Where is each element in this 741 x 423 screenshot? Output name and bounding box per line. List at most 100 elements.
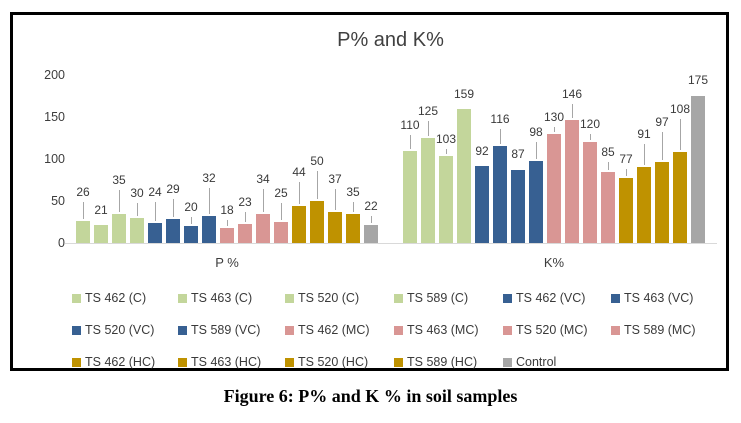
bar-value-label: 35 bbox=[346, 185, 360, 199]
bar-value-label: 116 bbox=[490, 112, 510, 126]
legend-label: TS 463 (MC) bbox=[407, 323, 479, 337]
bar-value-label: 91 bbox=[637, 127, 651, 141]
label-leader-line bbox=[410, 135, 411, 149]
legend-label: TS 462 (VC) bbox=[516, 291, 586, 305]
legend-swatch bbox=[503, 293, 512, 303]
bar: 23 bbox=[238, 196, 252, 243]
bar: 77 bbox=[619, 153, 633, 243]
legend-label: Control bbox=[516, 355, 557, 369]
label-leader-line bbox=[155, 202, 156, 221]
label-leader-line bbox=[536, 142, 537, 159]
legend-label: TS 463 (C) bbox=[191, 291, 253, 305]
legend-label: TS 520 (C) bbox=[298, 291, 360, 305]
label-leader-line bbox=[83, 202, 84, 219]
label-leader-line bbox=[263, 189, 264, 212]
bar: 34 bbox=[256, 173, 270, 243]
bar: 44 bbox=[292, 166, 306, 243]
label-leader-line bbox=[245, 212, 246, 222]
bar: 97 bbox=[655, 116, 669, 243]
label-leader-line bbox=[572, 104, 573, 118]
legend-item: TS 589 (VC) bbox=[178, 323, 260, 337]
bar-value-label: 35 bbox=[112, 173, 126, 187]
bar-value-label: 29 bbox=[166, 182, 180, 196]
bar: 24 bbox=[148, 186, 162, 243]
bar-group-p: 26 21 35 30 24 29 20 32 18 23 34 25 44 50 37 35 22 bbox=[76, 15, 378, 243]
legend-swatch bbox=[503, 357, 512, 367]
bar-value-label: 18 bbox=[220, 203, 234, 217]
label-leader-line bbox=[590, 134, 591, 140]
label-leader-line bbox=[191, 217, 192, 224]
y-tick-label: 100 bbox=[44, 152, 65, 166]
legend-item: TS 589 (C) bbox=[394, 291, 468, 305]
bar: 98 bbox=[529, 126, 543, 243]
legend-item: TS 462 (HC) bbox=[72, 355, 155, 369]
bar-value-label: 146 bbox=[561, 87, 583, 101]
legend-swatch bbox=[178, 293, 187, 303]
legend-label: TS 463 (HC) bbox=[191, 355, 262, 369]
legend-swatch bbox=[611, 325, 620, 335]
bar-value-label: 120 bbox=[579, 117, 601, 131]
label-leader-line bbox=[209, 188, 210, 214]
y-tick-label: 150 bbox=[44, 110, 65, 124]
bar: 108 bbox=[670, 103, 690, 243]
label-leader-line bbox=[353, 202, 354, 212]
bar: 103 bbox=[436, 133, 456, 243]
legend-swatch bbox=[503, 325, 512, 335]
bar-value-label: 77 bbox=[619, 152, 633, 166]
legend-label: TS 589 (VC) bbox=[191, 323, 261, 337]
legend-label: TS 589 (MC) bbox=[624, 323, 696, 337]
legend-item: TS 520 (C) bbox=[285, 291, 359, 305]
label-leader-line bbox=[137, 203, 138, 216]
bar: 125 bbox=[418, 105, 438, 243]
legend-swatch bbox=[72, 325, 81, 335]
bar-value-label: 125 bbox=[417, 104, 439, 118]
legend-label: TS 589 (C) bbox=[407, 291, 469, 305]
bar: 29 bbox=[166, 183, 180, 243]
legend-item: TS 462 (VC) bbox=[503, 291, 585, 305]
y-tick-label: 0 bbox=[58, 236, 65, 250]
legend-label: TS 462 (MC) bbox=[298, 323, 370, 337]
bar-value-label: 21 bbox=[94, 203, 108, 217]
label-leader-line bbox=[428, 121, 429, 136]
bar-value-label: 25 bbox=[274, 186, 288, 200]
legend-swatch bbox=[611, 293, 620, 303]
legend-item: Control bbox=[503, 355, 556, 369]
legend-swatch bbox=[394, 293, 403, 303]
label-leader-line bbox=[299, 182, 300, 204]
bar-value-label: 103 bbox=[435, 132, 457, 146]
legend-label: TS 520 (HC) bbox=[298, 355, 369, 369]
legend-swatch bbox=[72, 357, 81, 367]
legend-swatch bbox=[178, 325, 187, 335]
label-leader-line bbox=[608, 162, 609, 170]
bar-value-label: 85 bbox=[601, 145, 615, 159]
bar-value-label: 24 bbox=[148, 185, 162, 199]
legend-label: TS 463 (VC) bbox=[624, 291, 694, 305]
label-leader-line bbox=[554, 127, 555, 132]
legend-item: TS 463 (MC) bbox=[394, 323, 479, 337]
label-leader-line bbox=[500, 129, 501, 144]
bar-value-label: 110 bbox=[400, 118, 420, 132]
category-label: K% bbox=[543, 255, 565, 270]
chart-frame: P% and K% 0 50 100 150 200 26 21 35 30 24 29 20 32 1… bbox=[10, 12, 729, 371]
legend-label: TS 589 (HC) bbox=[407, 355, 478, 369]
bar-value-label: 32 bbox=[202, 171, 216, 185]
label-leader-line bbox=[626, 169, 627, 176]
legend-swatch bbox=[285, 293, 294, 303]
bar-value-label: 87 bbox=[511, 147, 525, 161]
legend-item: TS 589 (HC) bbox=[394, 355, 477, 369]
bar-value-label: 34 bbox=[256, 172, 270, 186]
legend-swatch bbox=[394, 357, 403, 367]
bar-value-label: 30 bbox=[130, 186, 144, 200]
bar: 50 bbox=[310, 155, 324, 243]
bar-value-label: 50 bbox=[310, 154, 324, 168]
legend-item: TS 520 (VC) bbox=[72, 323, 154, 337]
legend-label: TS 462 (C) bbox=[85, 291, 147, 305]
legend-swatch bbox=[285, 357, 294, 367]
bar-value-label: 44 bbox=[292, 165, 306, 179]
chart-title: P% and K% bbox=[337, 29, 444, 51]
bar: 159 bbox=[454, 88, 474, 243]
bar-value-label: 20 bbox=[184, 200, 198, 214]
legend-item: TS 589 (MC) bbox=[611, 323, 696, 337]
legend-swatch bbox=[72, 293, 81, 303]
x-axis-line bbox=[65, 243, 717, 244]
